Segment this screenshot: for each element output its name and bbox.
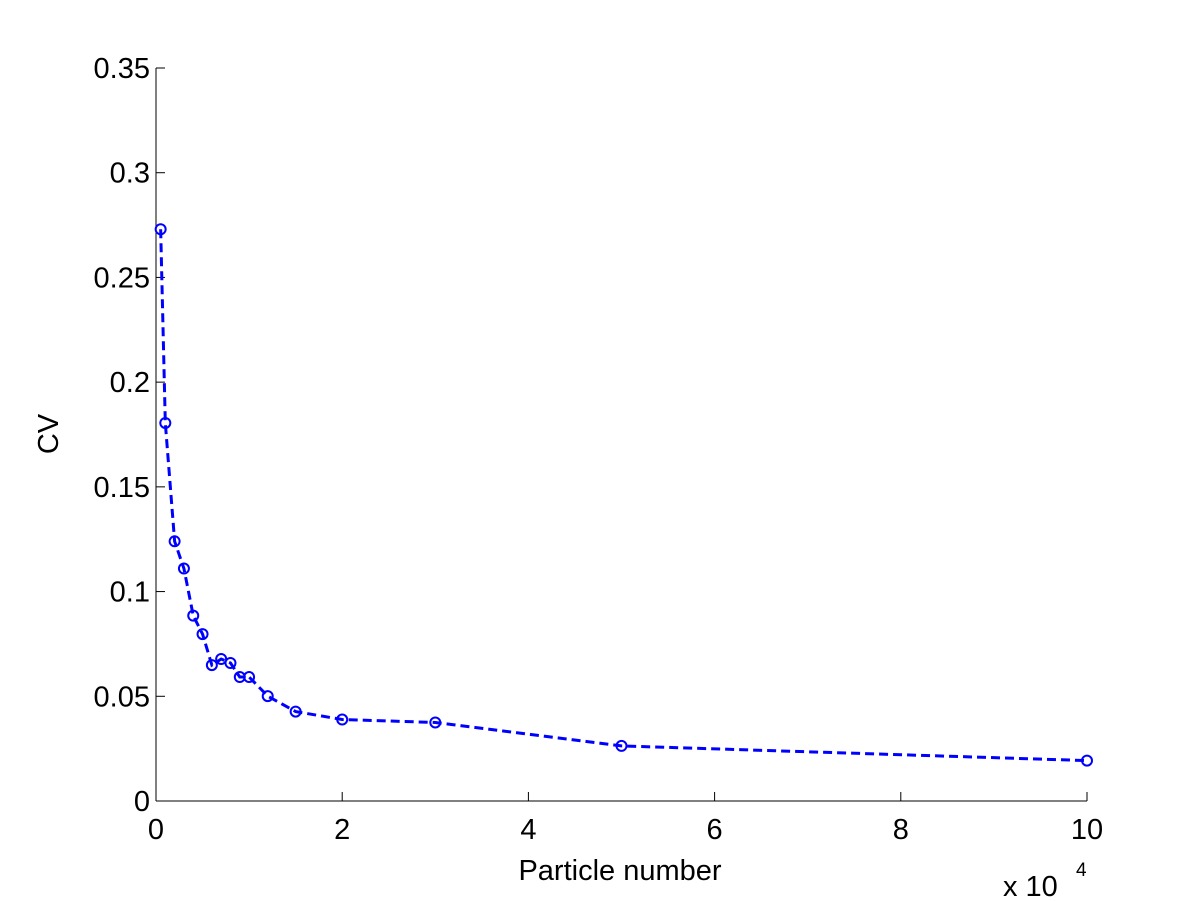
y-axis-label: CV bbox=[33, 413, 65, 454]
x-tick-label: 2 bbox=[334, 814, 350, 846]
y-tick-label: 0 bbox=[134, 786, 150, 818]
y-tick-label: 0.25 bbox=[94, 262, 150, 294]
data-point bbox=[429, 716, 442, 729]
x-axis-label: Particle number bbox=[518, 855, 721, 887]
data-point bbox=[196, 628, 209, 641]
y-tick-label: 0.35 bbox=[94, 53, 150, 85]
data-point bbox=[187, 609, 200, 622]
data-point bbox=[243, 671, 256, 684]
y-tick-label: 0.2 bbox=[110, 367, 150, 399]
x-tick-label: 10 bbox=[1071, 814, 1103, 846]
data-point bbox=[615, 739, 628, 752]
x-exponent-power: 4 bbox=[1076, 860, 1087, 881]
data-point bbox=[336, 713, 349, 726]
data-line bbox=[159, 229, 1088, 763]
data-point bbox=[289, 705, 302, 718]
y-tick-label: 0.1 bbox=[110, 577, 150, 609]
x-tick-label: 8 bbox=[893, 814, 909, 846]
data-point bbox=[168, 535, 181, 548]
x-exponent-base: x 10 bbox=[1003, 871, 1058, 901]
y-tick-label: 0.05 bbox=[94, 681, 150, 713]
x-tick-label: 4 bbox=[520, 814, 536, 846]
data-point bbox=[205, 659, 218, 672]
data-point bbox=[1081, 754, 1093, 767]
data-point bbox=[177, 562, 190, 575]
data-point bbox=[159, 416, 172, 429]
data-point bbox=[224, 656, 237, 669]
y-tick-label: 0.15 bbox=[94, 472, 150, 504]
x-tick-label: 6 bbox=[707, 814, 723, 846]
y-tick-label: 0.3 bbox=[110, 158, 150, 190]
data-point bbox=[154, 223, 167, 236]
data-point bbox=[261, 690, 274, 703]
x-tick-label: 0 bbox=[148, 814, 164, 846]
